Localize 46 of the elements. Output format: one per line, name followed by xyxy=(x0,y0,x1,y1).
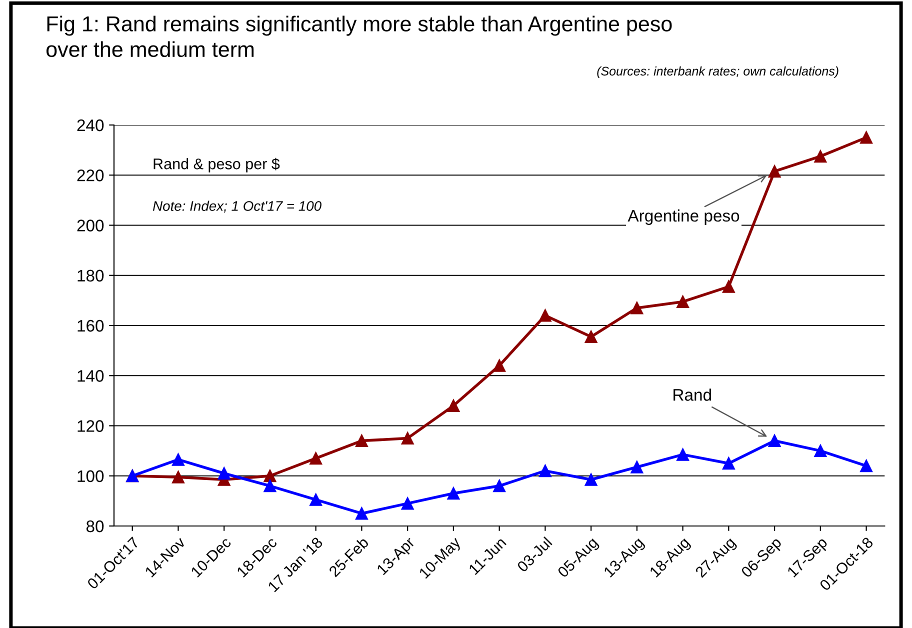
y-tick-label: 180 xyxy=(78,270,104,282)
point xyxy=(355,434,368,448)
point xyxy=(768,165,781,178)
point xyxy=(584,330,598,344)
y-tick-label: 80 xyxy=(86,520,104,532)
point xyxy=(584,473,598,486)
point xyxy=(447,399,460,412)
point xyxy=(630,460,644,474)
point xyxy=(493,480,506,492)
point xyxy=(310,493,322,506)
y-tick-label: 220 xyxy=(77,170,104,182)
point xyxy=(814,444,827,458)
y-tick-label: 100 xyxy=(78,470,104,482)
y-tick-label: 160 xyxy=(78,320,104,332)
point xyxy=(172,453,184,466)
point xyxy=(310,452,322,465)
point xyxy=(768,434,781,448)
chart-subtitle: (Sources: interbank rates; own calculations) xyxy=(597,66,838,78)
y-tick-label: 140 xyxy=(78,370,104,382)
point xyxy=(493,359,506,372)
point xyxy=(676,448,690,461)
y-tick-label: 240 xyxy=(77,119,104,132)
y-tick-label: 120 xyxy=(78,420,104,432)
point xyxy=(676,295,690,308)
y-tick-label: 200 xyxy=(77,220,104,232)
point xyxy=(722,457,735,470)
point xyxy=(860,131,873,144)
point xyxy=(447,487,460,500)
point xyxy=(264,470,276,482)
point xyxy=(860,460,873,472)
point xyxy=(630,302,644,314)
chart-title: Fig 1: Rand remains significantly more stable than Argentine peso over the medium term xyxy=(46,16,672,58)
point xyxy=(538,464,552,478)
point xyxy=(218,467,230,480)
text: Rand xyxy=(674,388,711,401)
point xyxy=(538,309,552,322)
point xyxy=(722,280,735,293)
annotation: Note: Index; 1 Oct'17 = 100 xyxy=(152,200,322,213)
point xyxy=(401,432,414,445)
annotation: Rand & peso per $ xyxy=(154,158,280,172)
point xyxy=(355,507,368,520)
series-label: Argentine peso xyxy=(628,209,740,225)
point xyxy=(264,480,276,492)
point xyxy=(172,470,184,484)
point xyxy=(814,150,827,163)
point xyxy=(401,497,414,510)
